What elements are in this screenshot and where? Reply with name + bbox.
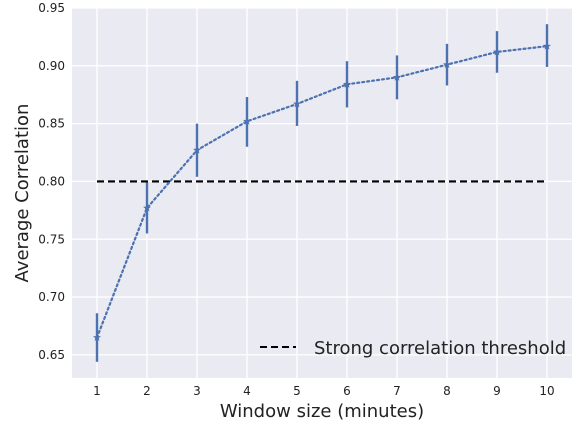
data-point: [93, 333, 101, 341]
data-point: [193, 146, 201, 154]
y-tick-label: 0.85: [38, 117, 65, 131]
legend-threshold-label: Strong correlation threshold: [314, 338, 566, 359]
y-tick-label: 0.75: [38, 232, 65, 246]
series-line-group: [95, 45, 549, 339]
data-point: [293, 99, 301, 108]
data-point: [493, 47, 501, 56]
x-tick-label: 10: [539, 384, 554, 398]
x-tick-label: 6: [343, 384, 351, 398]
x-tick-label: 5: [293, 384, 301, 398]
y-tick-label: 0.90: [38, 59, 65, 73]
data-point: [443, 60, 451, 69]
y-tick-label: 0.70: [38, 290, 65, 304]
x-tick-label: 4: [243, 384, 251, 398]
y-tick-label: 0.65: [38, 348, 65, 362]
data-point: [343, 80, 351, 88]
data-point: [143, 203, 151, 212]
y-tick-label: 0.95: [38, 1, 65, 15]
data-point: [393, 73, 401, 81]
legend: Strong correlation threshold: [260, 338, 566, 359]
plot-background: [72, 8, 572, 378]
x-axis-label: Window size (minutes): [220, 401, 424, 422]
series-markers: [93, 41, 551, 341]
data-point: [543, 41, 551, 50]
x-axis-ticks: 1 2 3 4 5 6 7 8 9 10: [93, 384, 554, 398]
x-tick-label: 8: [443, 384, 451, 398]
y-axis-ticks: 0.65 0.70 0.75 0.80 0.85 0.90 0.95: [38, 1, 65, 362]
x-tick-label: 1: [93, 384, 101, 398]
y-axis-label: Average Correlation: [12, 104, 33, 283]
series-line: [95, 45, 549, 339]
y-tick-label: 0.80: [38, 174, 65, 188]
data-point: [243, 117, 251, 125]
x-tick-label: 2: [143, 384, 151, 398]
x-tick-label: 9: [493, 384, 501, 398]
x-tick-label: 3: [193, 384, 201, 398]
x-tick-label: 7: [393, 384, 401, 398]
